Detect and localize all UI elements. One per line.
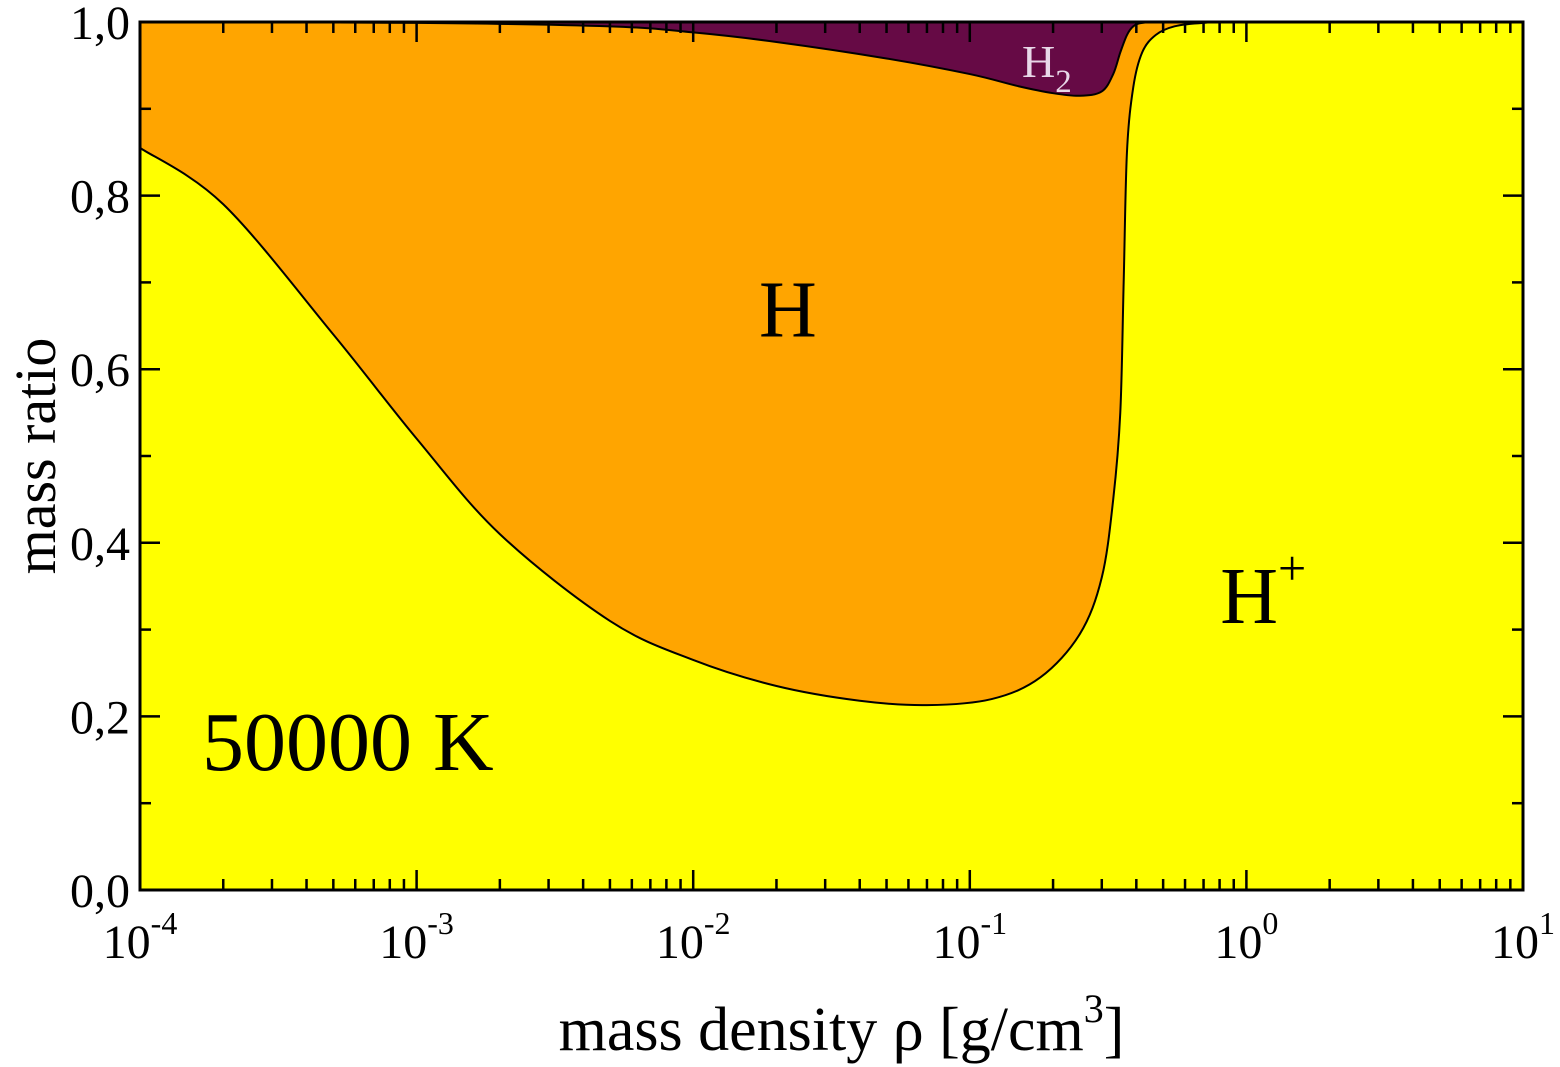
x-tick-label: 10-4 xyxy=(103,905,178,969)
region-label-main: H xyxy=(1220,553,1278,641)
x-tick-base: 10 xyxy=(656,916,704,969)
x-tick-exponent: 1 xyxy=(1539,905,1555,941)
x-tick-exponent: -4 xyxy=(151,905,178,941)
x-tick-exponent: -2 xyxy=(704,905,731,941)
temperature-annotation: 50000 K xyxy=(202,696,494,789)
x-tick-label: 10-1 xyxy=(932,905,1007,969)
region-label-main: H xyxy=(1022,36,1055,87)
y-tick-label: 0,4 xyxy=(70,518,130,571)
x-axis-label: mass density ρ [g/cm3] xyxy=(559,986,1125,1064)
y-tick-label: 0,2 xyxy=(70,691,130,744)
region-label: H+ xyxy=(1220,540,1306,641)
y-tick-labels: 0,0 0,2 0,4 0,6 0,8 1,0 xyxy=(70,0,130,918)
x-tick-label: 101 xyxy=(1491,905,1555,969)
x-tick-label: 10-3 xyxy=(379,905,454,969)
area-h-plus xyxy=(140,21,1523,890)
y-axis-label: mass ratio xyxy=(3,338,68,575)
y-tick-label: 0,8 xyxy=(70,171,130,224)
region-label: H xyxy=(759,266,817,354)
x-tick-base: 10 xyxy=(1491,916,1539,969)
y-tick-label: 1,0 xyxy=(70,0,130,50)
stacked-areas xyxy=(140,21,1523,890)
x-tick-label: 100 xyxy=(1214,905,1278,969)
region-label-main: H xyxy=(759,266,817,354)
x-tick-base: 10 xyxy=(379,916,427,969)
boundary-h-plus xyxy=(139,20,1524,707)
region-label: H2 xyxy=(1022,36,1072,100)
x-tick-label: 10-2 xyxy=(656,905,731,969)
x-tick-base: 10 xyxy=(932,916,980,969)
x-axis-label-superscript: 3 xyxy=(1084,986,1104,1031)
y-tick-label: 0,0 xyxy=(70,865,130,918)
y-tick-label: 0,6 xyxy=(70,344,130,397)
axis-ticks xyxy=(138,20,1523,892)
x-tick-exponent: 0 xyxy=(1262,905,1278,941)
x-tick-labels: 10-4 10-3 10-2 10-1 100 101 xyxy=(103,905,1555,969)
x-tick-base: 10 xyxy=(1214,916,1262,969)
region-label-subscript: 2 xyxy=(1055,64,1072,100)
region-label-superscript: + xyxy=(1278,540,1306,596)
x-tick-exponent: -3 xyxy=(427,905,454,941)
x-axis-label-main: mass density ρ [g/cm xyxy=(559,996,1084,1064)
x-tick-exponent: -1 xyxy=(980,905,1007,941)
x-tick-base: 10 xyxy=(103,916,151,969)
x-axis-label-tail: ] xyxy=(1104,996,1125,1064)
